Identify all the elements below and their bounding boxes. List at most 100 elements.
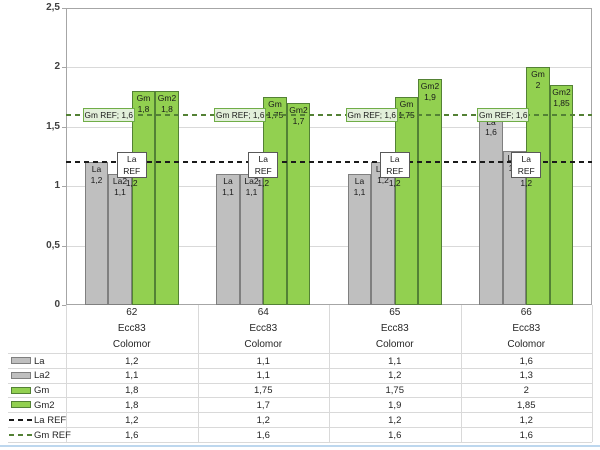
bar-label-gm-62: Gm 1,8 bbox=[136, 93, 151, 114]
bar-label-gm2-65: Gm2 1,9 bbox=[420, 81, 440, 102]
table-cell-gm2-65: 1,9 bbox=[388, 399, 402, 411]
bar-label-gm2-64: Gm2 1,7 bbox=[289, 105, 308, 126]
table-header-64-line2: Ecc83 bbox=[249, 323, 278, 334]
bar-la-65 bbox=[347, 174, 372, 305]
bar-la-64 bbox=[216, 174, 240, 305]
table-cell-la-66: 1,6 bbox=[519, 355, 533, 367]
legend-swatch-gm2 bbox=[11, 401, 31, 409]
bottom-edge-line bbox=[0, 445, 600, 447]
y-axis-tick bbox=[62, 127, 66, 128]
bar-gm-66 bbox=[526, 67, 550, 305]
legend-label-gm2: Gm2 bbox=[34, 399, 55, 411]
table-row-line bbox=[8, 397, 592, 398]
la-ref-callout-62: La REF 1,2 bbox=[116, 152, 147, 188]
table-header-64-line3: Colomor bbox=[244, 339, 283, 350]
table-column-line bbox=[461, 305, 462, 442]
bar-label-gm2-62: Gm2 1,8 bbox=[157, 93, 177, 114]
table-cell-la-65: 1,1 bbox=[388, 355, 402, 367]
gridline bbox=[66, 246, 592, 247]
legend-label-la2: La2 bbox=[34, 370, 50, 382]
y-axis-tick bbox=[62, 8, 66, 9]
table-cell-la-ref-62: 1,2 bbox=[125, 414, 139, 426]
bar-gm2-66 bbox=[549, 85, 574, 305]
table-header-65-line3: Colomor bbox=[375, 339, 414, 350]
bar-label-la-65: La 1,1 bbox=[353, 176, 366, 197]
table-cell-la-64: 1,1 bbox=[256, 355, 270, 367]
table-column-line bbox=[329, 305, 330, 442]
bar-label-la-62: La 1,2 bbox=[90, 164, 103, 185]
table-cell-gm-ref-62: 1,6 bbox=[125, 429, 139, 441]
table-header-65-line2: Ecc83 bbox=[380, 323, 409, 334]
table-row-line bbox=[8, 427, 592, 428]
table-header-62-line1: 62 bbox=[126, 307, 138, 318]
bar-la2-66 bbox=[502, 150, 527, 305]
table-cell-la2-66: 1,3 bbox=[519, 370, 533, 382]
table-cell-la-ref-66: 1,2 bbox=[519, 414, 533, 426]
bar-label-la-66: La 1,6 bbox=[485, 116, 497, 138]
table-header-65-line1: 65 bbox=[389, 307, 401, 318]
table-cell-la2-65: 1,2 bbox=[388, 370, 402, 382]
table-header-66-line1: 66 bbox=[520, 307, 532, 318]
table-cell-la2-64: 1,1 bbox=[256, 370, 270, 382]
table-cell-la2-62: 1,1 bbox=[125, 370, 139, 382]
la-ref-callout-65: La REF 1,2 bbox=[379, 152, 410, 188]
table-header-62-line3: Colomor bbox=[112, 339, 151, 350]
table-cell-gm-ref-65: 1,6 bbox=[388, 429, 402, 441]
y-axis-label-2-5: 2,5 bbox=[46, 2, 60, 13]
table-cell-gm-66: 2 bbox=[523, 385, 529, 397]
legend-swatch-la2 bbox=[11, 371, 31, 379]
table-cell-gm-ref-66: 1,6 bbox=[519, 429, 533, 441]
la-ref-callout-64: La REF 1,2 bbox=[248, 152, 279, 188]
bar-label-gm2-66: Gm2 1,85 bbox=[552, 87, 571, 108]
y-axis-tick bbox=[62, 186, 66, 187]
table-cell-gm2-62: 1,8 bbox=[125, 399, 139, 411]
bar-gm-62 bbox=[131, 91, 156, 305]
table-cell-gm-62: 1,8 bbox=[125, 385, 139, 397]
legend-label-gm: Gm bbox=[34, 385, 50, 397]
table-cell-gm-65: 1,75 bbox=[385, 385, 405, 397]
legend-label-la-ref: La REF bbox=[34, 414, 67, 426]
table-row-line bbox=[8, 353, 592, 354]
legend-label-gm-ref: Gm REF bbox=[34, 429, 71, 441]
y-axis-tick bbox=[62, 305, 66, 306]
table-cell-la-ref-64: 1,2 bbox=[256, 414, 270, 426]
gridline bbox=[66, 186, 592, 187]
table-row-line bbox=[8, 442, 592, 443]
bar-gm2-62 bbox=[155, 91, 179, 305]
legend-label-la: La bbox=[34, 355, 45, 367]
y-axis-label-0-5: 0,5 bbox=[46, 239, 60, 251]
table-row-line bbox=[8, 383, 592, 384]
table-row-line bbox=[8, 368, 592, 369]
bar-gm2-65 bbox=[418, 79, 442, 305]
legend-dash-key-gm-ref bbox=[9, 434, 33, 436]
table-header-62-line2: Ecc83 bbox=[117, 323, 146, 334]
table-cell-gm-64: 1,75 bbox=[254, 385, 273, 397]
bar-label-la2-62: La2 1,1 bbox=[112, 176, 128, 197]
gm-ref-callout-62: Gm REF; 1,6 bbox=[82, 107, 135, 122]
legend-swatch-la bbox=[11, 357, 31, 364]
table-column-line bbox=[592, 305, 593, 442]
table-header-66-line2: Ecc83 bbox=[512, 323, 541, 334]
gridline bbox=[66, 127, 592, 128]
table-cell-gm2-64: 1,7 bbox=[256, 399, 270, 411]
y-axis-label-1: 1 bbox=[54, 180, 60, 192]
la-ref-line bbox=[66, 161, 592, 164]
la-ref-callout-66: La REF 1,2 bbox=[511, 152, 542, 188]
gm-ref-callout-64: Gm REF; 1,6 bbox=[214, 107, 267, 122]
table-cell-gm2-66: 1,85 bbox=[517, 399, 536, 411]
table-column-line bbox=[198, 305, 199, 442]
plot-border bbox=[66, 8, 592, 305]
table-column-line bbox=[66, 305, 67, 442]
table-row-line bbox=[8, 412, 592, 413]
bar-label-la2-64: La2 1,1 bbox=[244, 176, 259, 197]
y-axis-tick bbox=[62, 67, 66, 68]
table-cell-la-ref-65: 1,2 bbox=[388, 414, 402, 426]
legend-dash-key-la-ref bbox=[9, 419, 33, 422]
gm-ref-callout-65: Gm REF; 1,6 bbox=[345, 107, 398, 122]
bar-gm-65 bbox=[394, 97, 419, 305]
table-header-66-line3: Colomor bbox=[507, 339, 546, 350]
y-axis-label-0: 0 bbox=[54, 299, 60, 310]
